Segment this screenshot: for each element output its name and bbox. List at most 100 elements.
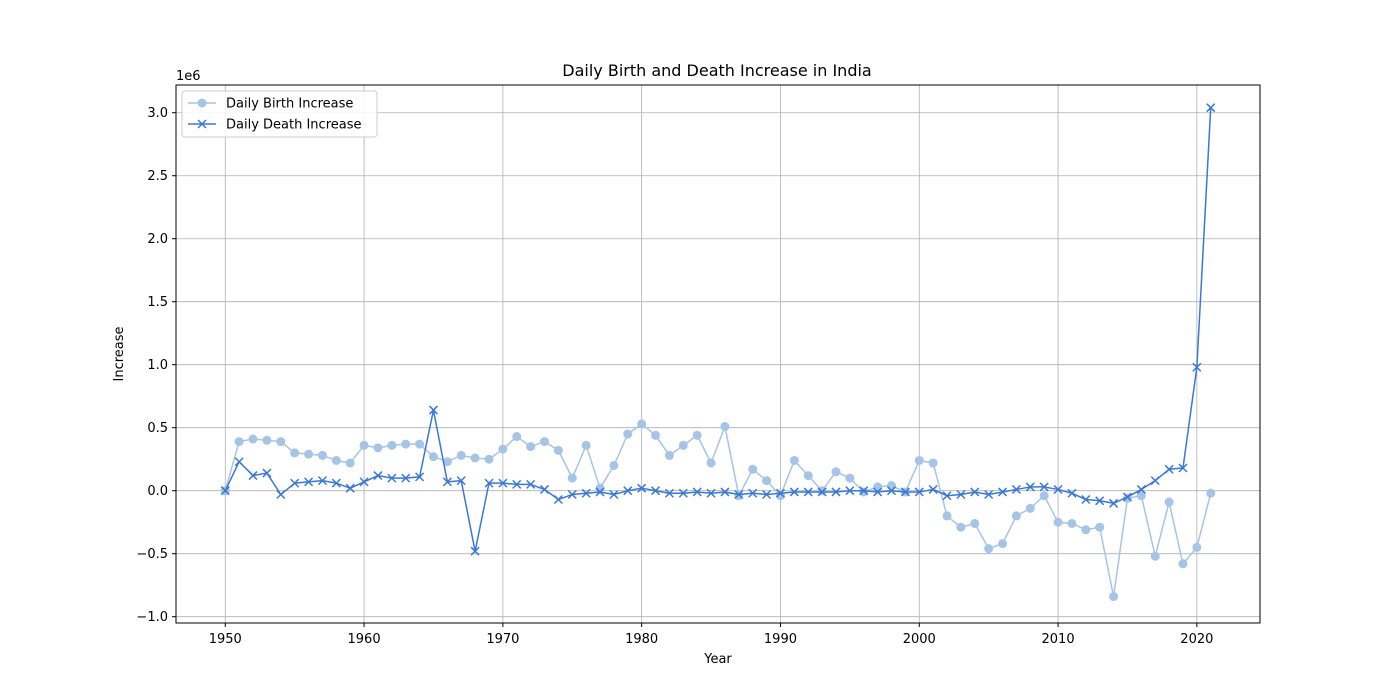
data-point (1039, 482, 1049, 492)
legend-box (181, 90, 378, 138)
data-point (1192, 542, 1202, 552)
x-tick-label: 1970 (486, 632, 519, 647)
data-point (859, 486, 869, 496)
legend-label-birth: Daily Birth Increase (226, 97, 353, 112)
y-tick-label: −0.5 (136, 547, 168, 562)
data-point (276, 489, 286, 500)
data-point (1178, 463, 1188, 473)
series-birth (220, 419, 1216, 602)
data-point (803, 487, 813, 497)
data-point (859, 487, 869, 497)
y-tick-label: −1.0 (136, 610, 168, 625)
data-point (1067, 518, 1077, 528)
data-point (1039, 491, 1049, 501)
y-tick-label: 3.0 (147, 106, 168, 121)
data-point (720, 487, 730, 497)
data-point (1206, 103, 1216, 113)
data-point (789, 455, 799, 465)
data-point (998, 539, 1008, 549)
data-point (248, 471, 258, 481)
data-point (651, 430, 661, 440)
data-point (817, 487, 827, 497)
data-point (456, 476, 466, 486)
data-point (1067, 488, 1077, 498)
data-point (540, 437, 550, 447)
series-death (220, 103, 1216, 556)
data-point (428, 405, 438, 415)
data-point (1136, 484, 1146, 494)
data-point (442, 457, 452, 467)
data-point (720, 421, 730, 431)
data-point (1025, 482, 1035, 492)
data-point (526, 479, 536, 489)
data-point (623, 486, 633, 496)
data-point (317, 450, 327, 460)
data-point (581, 440, 591, 450)
data-point (1150, 476, 1160, 486)
data-point (234, 437, 244, 447)
chart-title: Daily Birth and Death Increase in India (562, 61, 871, 80)
data-point (1109, 498, 1119, 508)
data-point (1150, 551, 1160, 561)
data-point (678, 440, 688, 450)
data-point (484, 454, 494, 464)
data-point (498, 478, 508, 488)
data-point (775, 488, 785, 498)
data-point (928, 458, 938, 468)
y-tick-label: 1.0 (147, 358, 168, 373)
data-point (664, 450, 674, 460)
series-line (224, 107, 1212, 552)
data-point (234, 457, 244, 467)
data-point (1109, 592, 1119, 602)
legend-marker-birth (197, 98, 207, 108)
data-point (290, 478, 300, 488)
data-point (900, 487, 910, 497)
data-point (373, 471, 383, 481)
data-point (1192, 362, 1202, 372)
data-point (317, 476, 327, 486)
data-point (956, 489, 966, 500)
y-tick-label: 1.5 (147, 295, 168, 310)
data-point (762, 476, 772, 486)
data-point (914, 487, 924, 497)
legend-item-birth: Daily Birth Increase (188, 97, 353, 112)
data-point (845, 486, 855, 496)
data-point (428, 452, 438, 462)
data-point (248, 434, 258, 444)
data-point (220, 486, 230, 496)
legend-marker-death (197, 119, 207, 129)
data-point (637, 483, 647, 493)
data-point (345, 458, 355, 468)
data-point (373, 443, 383, 453)
data-point (595, 487, 605, 497)
data-point (415, 472, 425, 482)
data-point (262, 468, 272, 478)
data-point (1164, 497, 1174, 507)
data-point (803, 471, 813, 481)
data-point (914, 455, 924, 465)
x-tick-label: 2010 (1042, 632, 1075, 647)
data-point (845, 473, 855, 483)
data-point (401, 439, 411, 449)
data-point (1164, 464, 1174, 474)
data-point (886, 486, 897, 496)
x-tick-label: 1960 (348, 632, 381, 647)
data-point (609, 489, 619, 500)
data-point (415, 439, 425, 449)
data-point (1178, 559, 1188, 569)
data-point (539, 484, 550, 494)
data-point (956, 522, 966, 532)
data-point (873, 487, 883, 497)
data-point (664, 488, 674, 498)
legend-label-death: Daily Death Increase (226, 118, 361, 133)
legend: Daily Birth Increase Daily Death Increas… (181, 90, 378, 138)
y-tick-label: 0.0 (147, 484, 168, 499)
data-point (512, 479, 522, 489)
y-axis-ticks: −1.0 −0.5 0.0 0.5 1.0 1.5 2.0 2.5 3.0 (136, 106, 176, 625)
data-point (470, 453, 480, 463)
data-point (567, 489, 577, 500)
x-tick-label: 1950 (209, 632, 242, 647)
data-point (734, 489, 744, 500)
data-point (1081, 525, 1091, 535)
